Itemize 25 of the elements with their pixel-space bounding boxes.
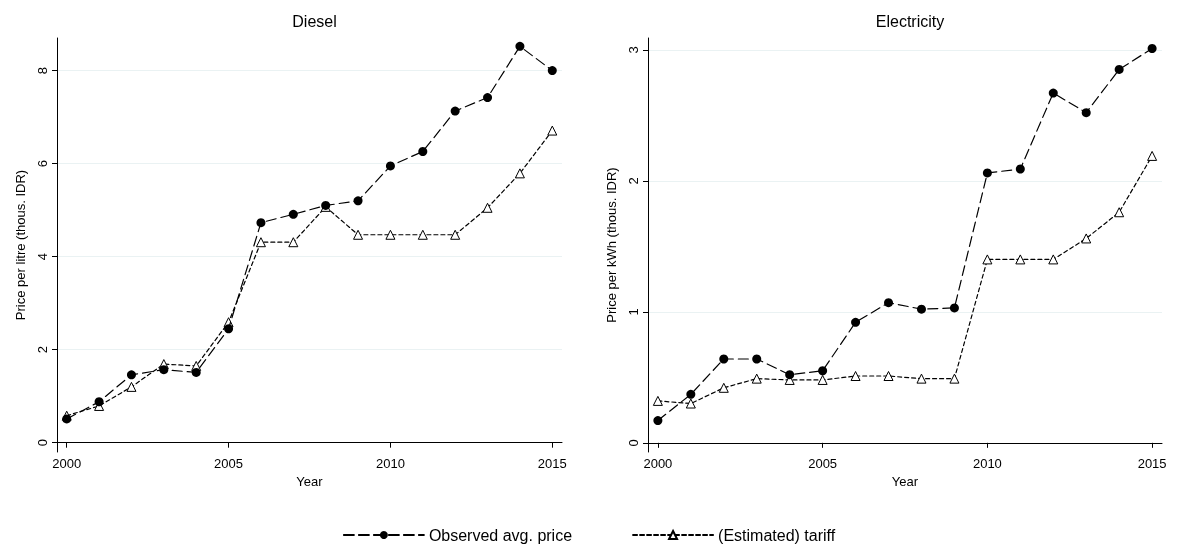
y-tick-label: 2 [35, 346, 50, 354]
x-tick-label: 2015 [537, 456, 567, 471]
y-axis-title: Price per litre (thous. IDR) [13, 169, 28, 321]
x-tick-label: 2010 [375, 456, 405, 471]
x-axis-title: Year [891, 473, 919, 489]
y-tick-label: 0 [626, 439, 641, 447]
x-tick-label: 2005 [214, 456, 244, 471]
x-tick-label: 2015 [1137, 456, 1167, 471]
x-axis-title: Year [296, 473, 324, 489]
legend-label: Observed avg. price [428, 526, 573, 544]
y-tick-label: 6 [35, 159, 50, 168]
x-tick-label: 2000 [52, 456, 82, 471]
legend-label: (Estimated) tariff [718, 526, 836, 544]
y-tick-label: 2 [626, 177, 641, 185]
chart-title: Electricity [875, 12, 945, 30]
chart-title: Diesel [292, 12, 337, 30]
y-tick-label: 4 [35, 253, 50, 261]
y-tick-label: 0 [35, 439, 50, 447]
y-tick-label: 1 [626, 308, 641, 316]
y-axis-title: Price per kWh (thous. IDR) [604, 167, 619, 323]
y-tick-label: 8 [35, 66, 50, 75]
x-tick-label: 2000 [643, 456, 673, 471]
x-tick-label: 2005 [808, 456, 838, 471]
y-tick-label: 3 [626, 46, 641, 54]
x-tick-label: 2010 [972, 456, 1002, 471]
